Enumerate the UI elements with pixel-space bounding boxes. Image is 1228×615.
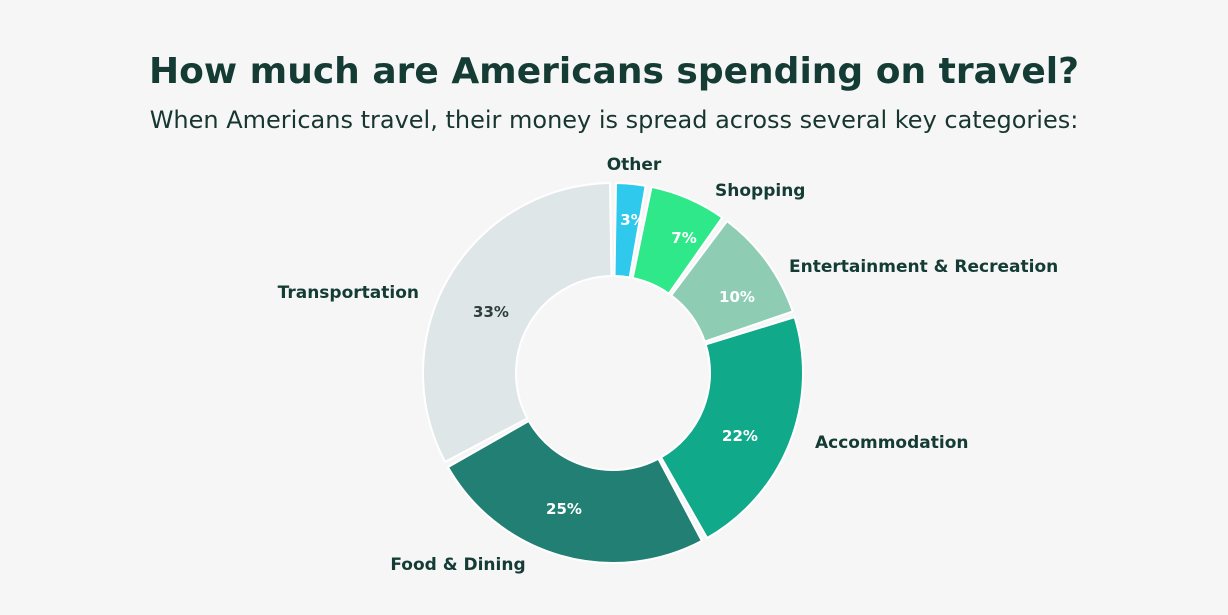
pct-label-entertainment-and-recreation: 10% xyxy=(719,288,755,306)
slice-accommodation xyxy=(660,316,804,540)
category-label-transportation: Transportation xyxy=(278,283,419,303)
pct-label-other: 3% xyxy=(620,211,645,229)
category-label-accommodation: Accommodation xyxy=(815,433,968,453)
pct-label-transportation: 33% xyxy=(473,303,509,321)
slice-shopping xyxy=(631,185,724,295)
slice-food-and-dining xyxy=(446,420,703,564)
pct-label-food-and-dining: 25% xyxy=(546,500,582,518)
category-label-other: Other xyxy=(607,155,662,175)
category-label-shopping: Shopping xyxy=(715,181,805,201)
category-label-entertainment-and-recreation: Entertainment & Recreation xyxy=(789,257,1058,277)
category-label-food-and-dining: Food & Dining xyxy=(390,555,525,575)
chart-title: How much are Americans spending on trave… xyxy=(149,51,1079,92)
slice-transportation xyxy=(422,182,613,463)
pct-label-accommodation: 22% xyxy=(722,427,758,445)
slice-entertainment-and-recreation xyxy=(670,220,794,343)
pct-label-shopping: 7% xyxy=(671,229,696,247)
slice-other xyxy=(613,182,647,279)
chart-subtitle: When Americans travel, their money is sp… xyxy=(149,106,1079,134)
